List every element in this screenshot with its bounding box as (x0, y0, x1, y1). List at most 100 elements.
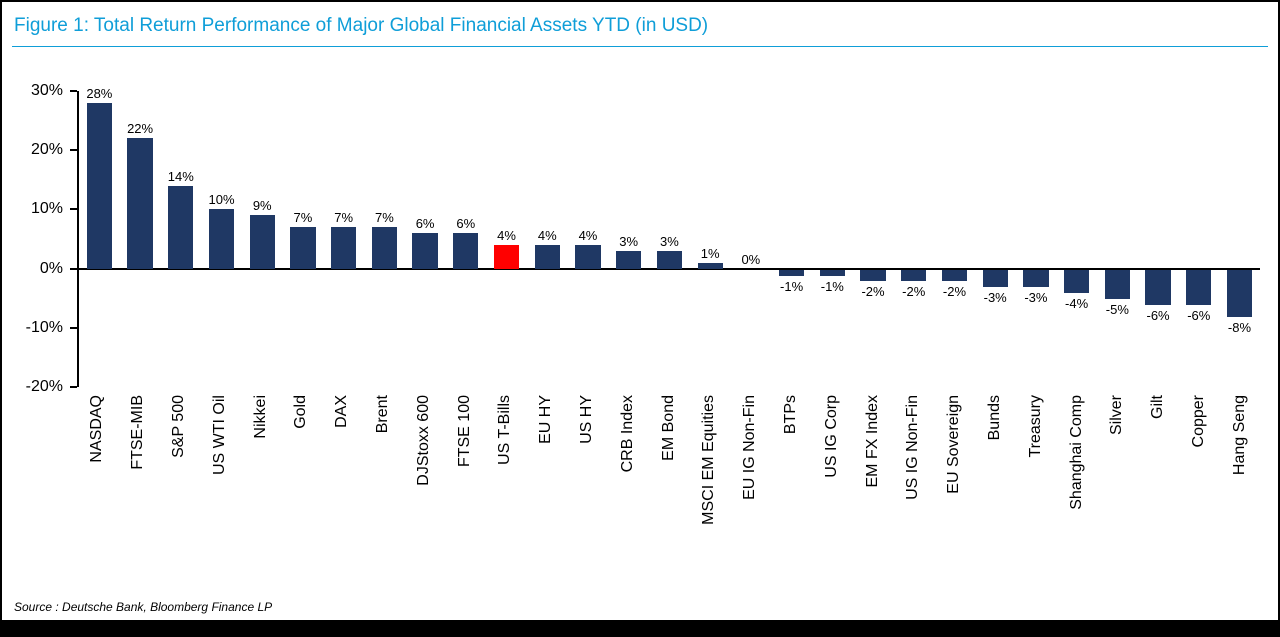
value-label: 7% (334, 210, 354, 226)
x-axis-label-text: US IG Non-Fin (904, 395, 922, 500)
x-axis-label: Nikkei (240, 395, 281, 587)
bar (331, 227, 357, 269)
x-axis-label: Brent (363, 395, 404, 587)
bar-column: 6% (445, 91, 486, 387)
bar (1145, 269, 1171, 306)
x-axis-label-text: Gold (292, 395, 310, 429)
bar (819, 269, 845, 276)
value-label: 28% (86, 85, 113, 101)
y-tick-mark (70, 326, 77, 329)
value-label: 22% (127, 121, 154, 137)
x-axis-label-text: FTSE 100 (455, 395, 473, 468)
bar (249, 215, 275, 269)
value-label: -5% (1105, 302, 1129, 318)
value-label: -6% (1187, 308, 1211, 324)
bar-column: 9% (242, 91, 283, 387)
bar-column: -4% (1056, 91, 1097, 387)
x-axis-label-text: Brent (373, 395, 391, 434)
x-axis-label-text: Shanghai Comp (1067, 395, 1085, 510)
bar (778, 269, 805, 276)
value-label: -3% (983, 290, 1007, 306)
bar (1226, 269, 1253, 317)
bar (901, 269, 927, 282)
figure-title: Figure 1: Total Return Performance of Ma… (14, 15, 709, 36)
title-block: Figure 1: Total Return Performance of Ma… (2, 2, 1278, 46)
bar-column: -3% (975, 91, 1016, 387)
highlighted-bar (493, 244, 520, 269)
x-axis-label: Treasury (1015, 395, 1056, 587)
bar-column: -5% (1097, 91, 1138, 387)
y-axis: 30% 20% 10% 0% -10% -20% (14, 82, 77, 395)
x-axis-label: Shanghai Comp (1056, 395, 1097, 587)
value-label: -2% (861, 284, 885, 300)
value-label: 6% (456, 216, 476, 232)
bar-column: -8% (1219, 91, 1260, 387)
value-label: 4% (537, 227, 557, 243)
x-axis-label: EM Bond (648, 395, 689, 587)
x-axis-label: US WTI Oil (199, 395, 240, 587)
bar-column: -1% (812, 91, 853, 387)
value-label: -2% (942, 284, 967, 300)
x-axis-label-text: DAX (333, 395, 351, 428)
x-axis-label-text: US WTI Oil (210, 395, 228, 475)
value-label: 10% (208, 192, 235, 208)
bar (616, 250, 642, 269)
bar (941, 269, 968, 282)
x-axis-label-text: S&P 500 (169, 395, 187, 458)
x-axis-label: DJStoxx 600 (403, 395, 444, 587)
x-axis-label-text: EU Sovereign (945, 395, 963, 494)
bar (697, 262, 723, 269)
x-axis-label: Hang Seng (1219, 395, 1260, 587)
x-axis-label-text: EU HY (537, 395, 555, 444)
value-label: 9% (252, 198, 272, 214)
bar-column: 0% (731, 91, 772, 387)
bar-column: -2% (893, 91, 934, 387)
bar-column: 3% (649, 91, 690, 387)
x-axis-label: US T-Bills (485, 395, 526, 587)
value-label: 14% (167, 168, 194, 184)
x-axis-label-text: NASDAQ (88, 395, 106, 463)
bar-chart: 30% 20% 10% 0% -10% -20% 28% 22% 14% 10% 9% 7% 7% 7%… (14, 82, 1260, 587)
bar (656, 250, 683, 269)
x-axis-label-text: Bunds (985, 395, 1003, 441)
value-label: -8% (1227, 319, 1252, 335)
value-label: -1% (780, 278, 804, 294)
bar (290, 227, 316, 269)
value-label: 3% (619, 233, 639, 249)
bar-column: -3% (1016, 91, 1057, 387)
bar (1104, 269, 1130, 300)
plot-area: 28% 22% 14% 10% 9% 7% 7% 7% 6% 6% 4% 4% 4% 3% 3% 1% 0% -1… (77, 86, 1260, 387)
x-axis-label: Bunds (975, 395, 1016, 587)
bar-column: 1% (690, 91, 731, 387)
bar-column: 4% (486, 91, 527, 387)
bar-column: -6% (1138, 91, 1179, 387)
bar-column: 28% (79, 86, 120, 387)
bar (453, 233, 479, 269)
x-axis-label: EM FX Index (852, 395, 893, 587)
x-axis-label: S&P 500 (159, 395, 200, 587)
bar-column: -2% (853, 91, 894, 387)
x-axis-labels: NASDAQ FTSE-MIB S&P 500 US WTI Oil Nikkei Gol… (77, 395, 1260, 587)
y-tick-label: 0% (39, 259, 63, 277)
x-axis-label-text: CRB Index (618, 395, 636, 473)
bar-column: 22% (120, 91, 161, 387)
x-axis-label-text: MSCI EM Equities (700, 395, 718, 525)
value-label: -2% (902, 284, 926, 300)
y-tick-mark (70, 149, 77, 152)
x-axis-label-text: EM Bond (659, 395, 677, 461)
bar (86, 102, 112, 269)
x-axis-label-text: Silver (1108, 395, 1126, 436)
bar-column: 7% (364, 91, 405, 387)
bar-column: 4% (527, 91, 568, 387)
value-label: -6% (1146, 308, 1170, 324)
bar (1063, 269, 1090, 294)
x-axis-label-text: US T-Bills (496, 395, 514, 465)
x-axis-label: MSCI EM Equities (689, 395, 730, 587)
y-tick-mark (70, 90, 77, 92)
x-axis-label: EU Sovereign (934, 395, 975, 587)
bar (127, 138, 153, 269)
x-axis-label: Silver (1097, 395, 1138, 587)
bar (860, 269, 886, 282)
x-axis-label: Gold (281, 395, 322, 587)
x-axis-label: US IG Non-Fin (893, 395, 934, 587)
